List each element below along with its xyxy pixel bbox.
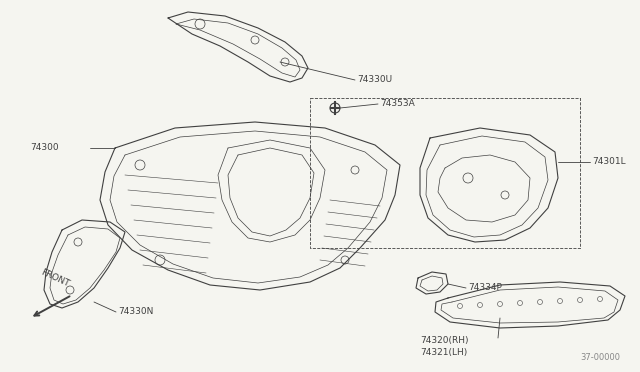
Text: 74301L: 74301L	[592, 157, 626, 167]
Text: FRONT: FRONT	[39, 268, 71, 289]
Text: 74321(LH): 74321(LH)	[420, 347, 467, 356]
Text: 74320(RH): 74320(RH)	[420, 336, 468, 344]
Text: 74300: 74300	[30, 144, 59, 153]
Text: 74330U: 74330U	[357, 74, 392, 83]
Text: 74353A: 74353A	[380, 99, 415, 109]
Text: 74334P: 74334P	[468, 282, 502, 292]
Text: 74330N: 74330N	[118, 307, 154, 315]
Text: 37-00000: 37-00000	[580, 353, 620, 362]
